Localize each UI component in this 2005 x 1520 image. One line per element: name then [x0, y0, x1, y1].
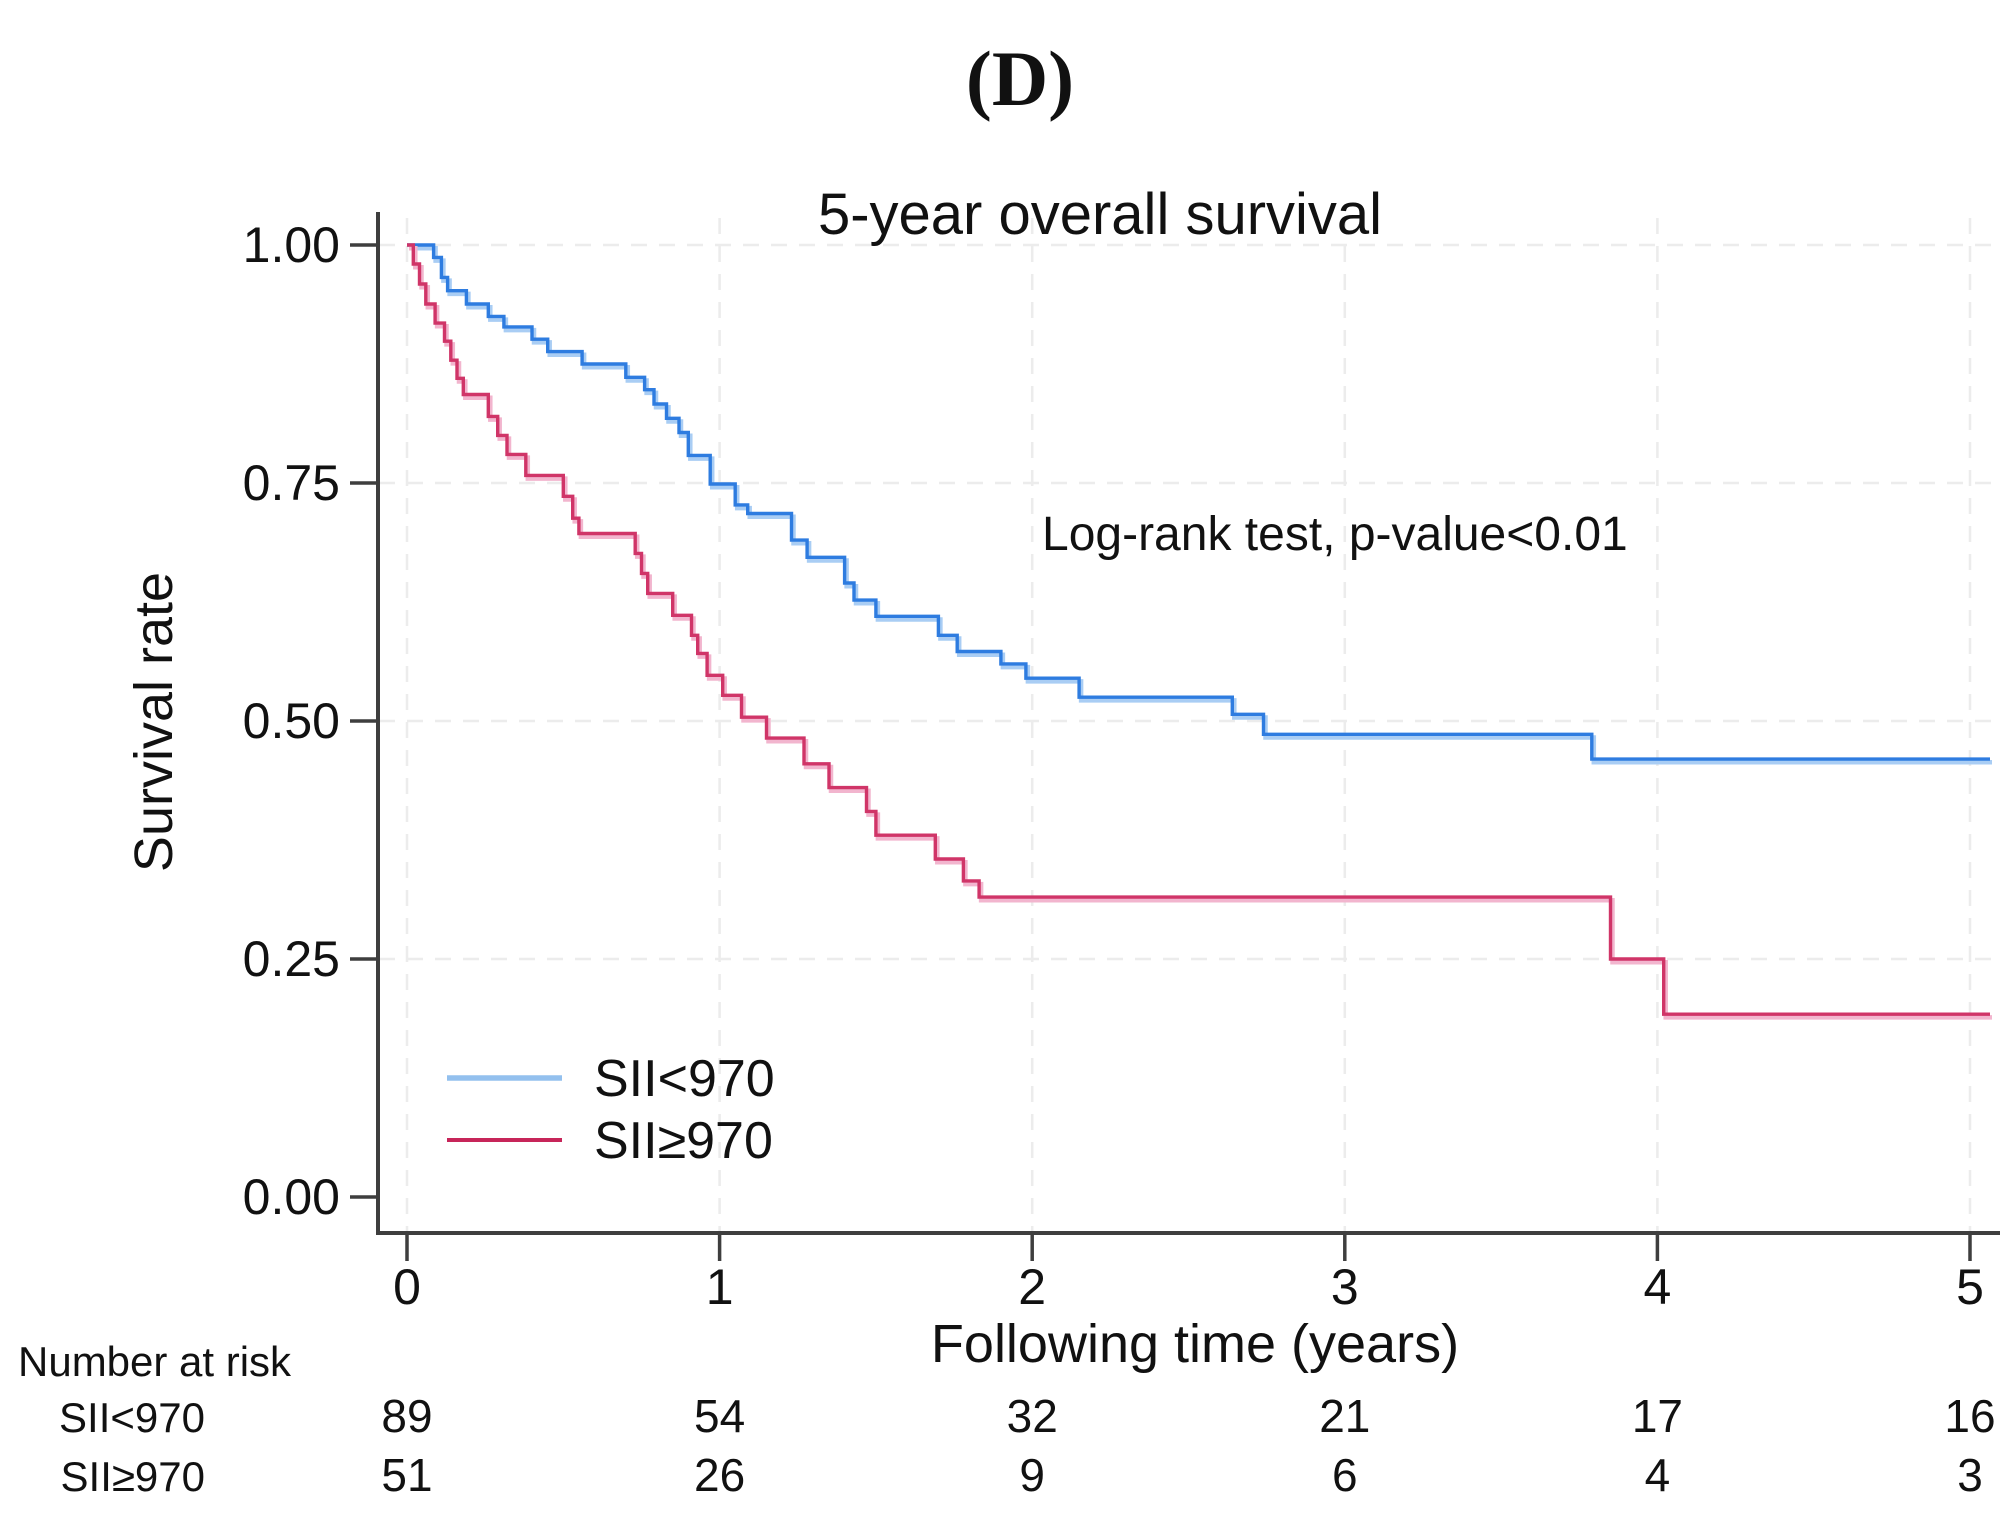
risk-count: 6	[1332, 1449, 1358, 1501]
risk-count: 17	[1632, 1390, 1683, 1442]
y-axis-title: Survival rate	[124, 572, 184, 872]
legend-label-sii-lt-970: SII<970	[594, 1050, 775, 1108]
risk-count: 89	[381, 1390, 432, 1442]
risk-count: 16	[1944, 1390, 1995, 1442]
logrank-annotation: Log-rank test, p-value<0.01	[1042, 508, 1628, 561]
risk-count: 51	[381, 1449, 432, 1501]
km-curve-sii-lt-970-halo	[409, 245, 1992, 765]
risk-count: 54	[694, 1390, 745, 1442]
km-curve-sii-ge-970-halo	[409, 245, 1992, 1020]
risk-count: 26	[694, 1449, 745, 1501]
km-curve-sii-lt-970	[407, 243, 1990, 761]
risk-row-label: SII≥970	[61, 1453, 205, 1500]
x-axis-tick-label: 2	[1018, 1259, 1046, 1315]
risk-count: 3	[1957, 1449, 1983, 1501]
curve-layer	[407, 243, 1992, 1020]
risk-count: 21	[1319, 1390, 1370, 1442]
km-curve-sii-ge-970	[407, 243, 1990, 1016]
y-axis-tick-label: 0.00	[243, 1169, 340, 1225]
number-at-risk-layer: SII<970 89 54 32 21 17 16 SII≥970 51 26 9 6 4 3	[59, 1390, 1996, 1501]
x-axis-tick-label: 0	[393, 1259, 421, 1315]
legend-label-sii-ge-970: SII≥970	[594, 1112, 773, 1170]
y-axis-tick-label: 0.75	[243, 455, 340, 511]
y-axis-tick-label: 1.00	[243, 217, 340, 273]
risk-count: 9	[1019, 1449, 1045, 1501]
axis-layer: 0.00 0.25 0.50 0.75 1.00 0 1 2 3 4 5	[243, 212, 2000, 1315]
y-axis-tick-label: 0.25	[243, 931, 340, 987]
risk-count: 32	[1007, 1390, 1058, 1442]
legend: SII<970 SII≥970	[447, 1050, 775, 1170]
x-axis-tick-label: 4	[1643, 1259, 1671, 1315]
number-at-risk-header: Number at risk	[18, 1338, 292, 1385]
risk-row-label: SII<970	[59, 1394, 205, 1441]
chart-title: 5-year overall survival	[818, 182, 1382, 247]
y-axis-tick-label: 0.50	[243, 693, 340, 749]
x-axis-title: Following time (years)	[931, 1314, 1459, 1374]
x-axis-tick-label: 5	[1956, 1259, 1984, 1315]
risk-count: 4	[1645, 1449, 1671, 1501]
figure-panel-label: (D)	[966, 35, 1074, 122]
x-axis-tick-label: 3	[1331, 1259, 1359, 1315]
x-axis-tick-label: 1	[706, 1259, 734, 1315]
gridline-layer	[379, 218, 1992, 1232]
